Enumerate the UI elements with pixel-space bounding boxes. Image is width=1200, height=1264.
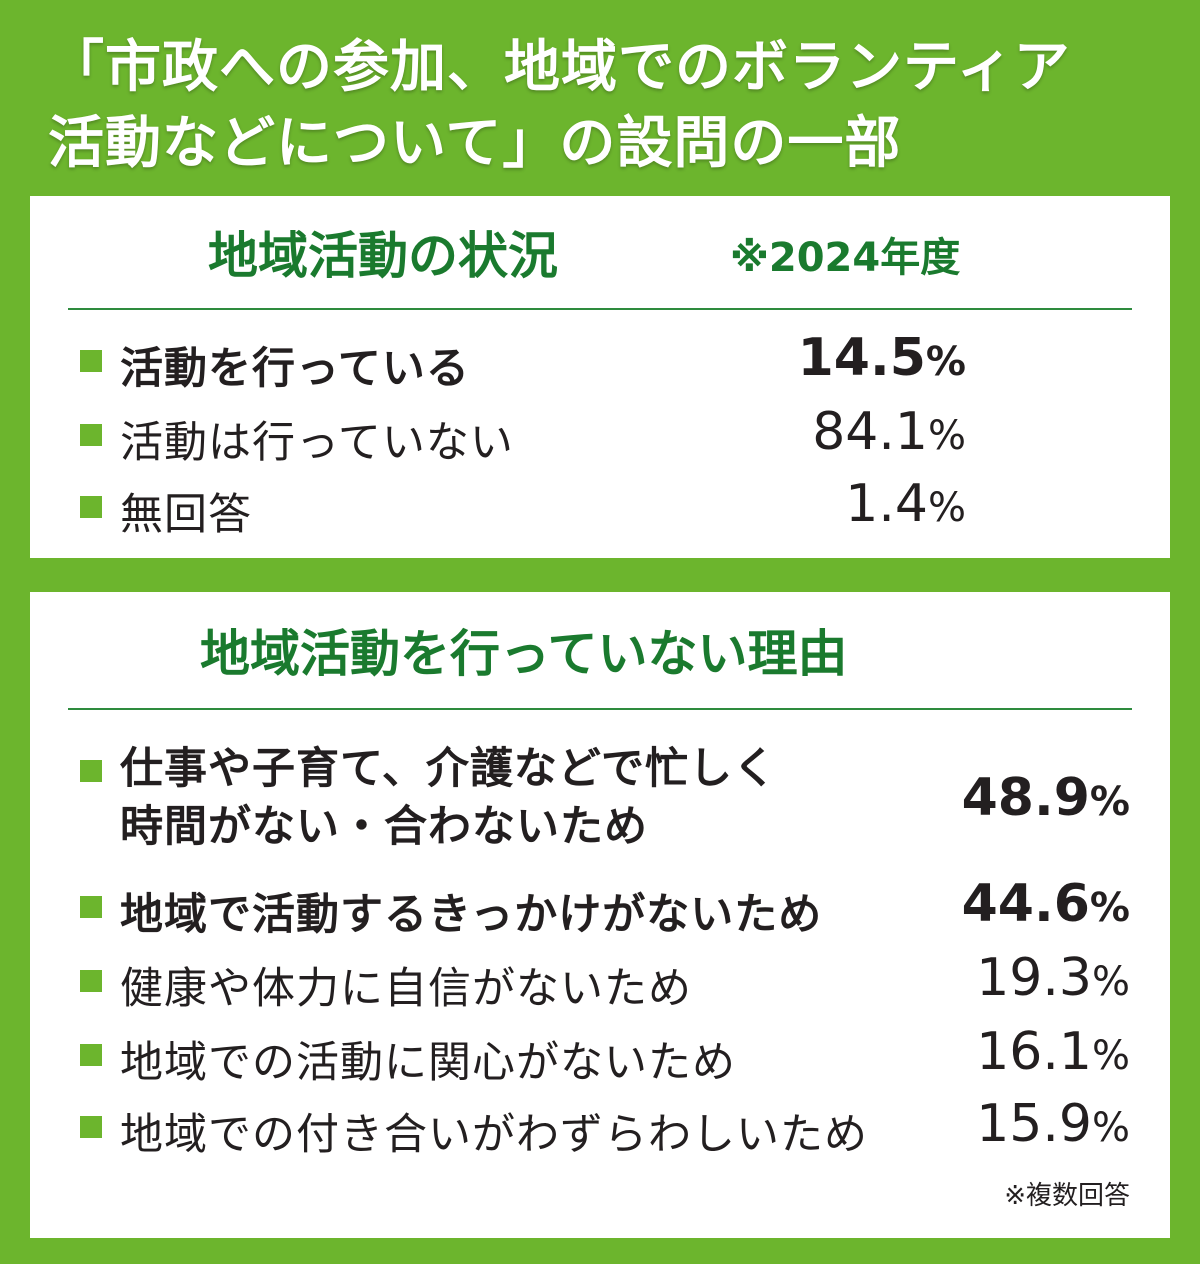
percent-unit: % [1091, 1033, 1130, 1079]
percent-unit: % [927, 485, 966, 531]
value-number: 48.9 [961, 768, 1090, 828]
headline: 「市政への参加、地域でのボランティア 活動などについて」の設問の一部 [48, 30, 1168, 182]
reason-row-value: 19.3% [976, 948, 1130, 1008]
value-number: 44.6 [961, 874, 1090, 934]
status-row-active: 活動を行っている 14.5% [68, 328, 1170, 394]
percent-unit: % [925, 339, 966, 385]
reason-row-value: 15.9% [976, 1094, 1130, 1154]
percent-unit: % [1091, 959, 1130, 1005]
headline-line-2: 活動などについて」の設問の一部 [48, 111, 902, 176]
square-bullet-icon [80, 760, 102, 782]
status-panel: 地域活動の状況 ※2024年度 活動を行っている 14.5% 活動は行っていない… [30, 196, 1170, 558]
reasons-panel: 地域活動を行っていない理由 仕事や子育て、介護などで忙しく 時間がない・合わない… [30, 592, 1170, 1238]
reason-row-label: 仕事や子育て、介護などで忙しく 時間がない・合わないため [120, 740, 777, 856]
reason-row-value: 16.1% [976, 1022, 1130, 1082]
square-bullet-icon [80, 424, 102, 446]
value-number: 15.9 [976, 1094, 1092, 1154]
reason-row-value: 44.6% [962, 874, 1130, 934]
reason-row-no-opportunity: 地域で活動するきっかけがないため 44.6% [68, 874, 1170, 940]
square-bullet-icon [80, 1116, 102, 1138]
status-row-value: 1.4% [845, 474, 966, 534]
percent-unit: % [1091, 1105, 1130, 1151]
status-row-label: 活動は行っていない [120, 418, 514, 468]
status-row-no-answer: 無回答 1.4% [68, 474, 1170, 540]
reason-row-no-interest: 地域での活動に関心がないため 16.1% [68, 1022, 1170, 1088]
reason-row-busy: 仕事や子育て、介護などで忙しく 時間がない・合わないため 48.9% [68, 740, 1170, 860]
reasons-panel-title: 地域活動を行っていない理由 [200, 625, 848, 683]
multiple-answers-note: ※複数回答 [1004, 1181, 1130, 1211]
reason-row-label: 健康や体力に自信がないため [120, 964, 692, 1014]
headline-line-1: 「市政への参加、地域でのボランティア [48, 35, 1071, 100]
reason-label-line-2: 時間がない・合わないため [120, 802, 648, 852]
status-row-value: 84.1% [812, 402, 966, 462]
status-row-label: 活動を行っている [120, 344, 470, 394]
reason-row-label: 地域での付き合いがわずらわしいため [120, 1110, 868, 1160]
status-panel-title: 地域活動の状況 [208, 227, 558, 285]
reason-row-health: 健康や体力に自信がないため 19.3% [68, 948, 1170, 1014]
value-number: 1.4 [845, 474, 928, 534]
square-bullet-icon [80, 1044, 102, 1066]
percent-unit: % [1089, 885, 1130, 931]
status-row-value: 14.5% [798, 328, 966, 388]
value-number: 19.3 [976, 948, 1092, 1008]
reason-row-bothersome: 地域での付き合いがわずらわしいため 15.9% [68, 1094, 1170, 1160]
value-number: 84.1 [812, 402, 928, 462]
reasons-panel-divider [68, 708, 1132, 710]
percent-unit: % [927, 413, 966, 459]
square-bullet-icon [80, 970, 102, 992]
percent-unit: % [1089, 779, 1130, 825]
value-number: 16.1 [976, 1022, 1092, 1082]
reason-row-label: 地域での活動に関心がないため [120, 1038, 736, 1088]
square-bullet-icon [80, 896, 102, 918]
status-panel-year-note: ※2024年度 [730, 235, 961, 281]
value-number: 14.5 [797, 328, 926, 388]
status-row-inactive: 活動は行っていない 84.1% [68, 402, 1170, 468]
reason-row-label: 地域で活動するきっかけがないため [120, 890, 823, 940]
status-row-label: 無回答 [120, 490, 252, 540]
square-bullet-icon [80, 496, 102, 518]
reason-row-value: 48.9% [962, 768, 1130, 828]
reason-label-line-1: 仕事や子育て、介護などで忙しく [120, 744, 777, 794]
square-bullet-icon [80, 350, 102, 372]
status-panel-divider [68, 308, 1132, 310]
